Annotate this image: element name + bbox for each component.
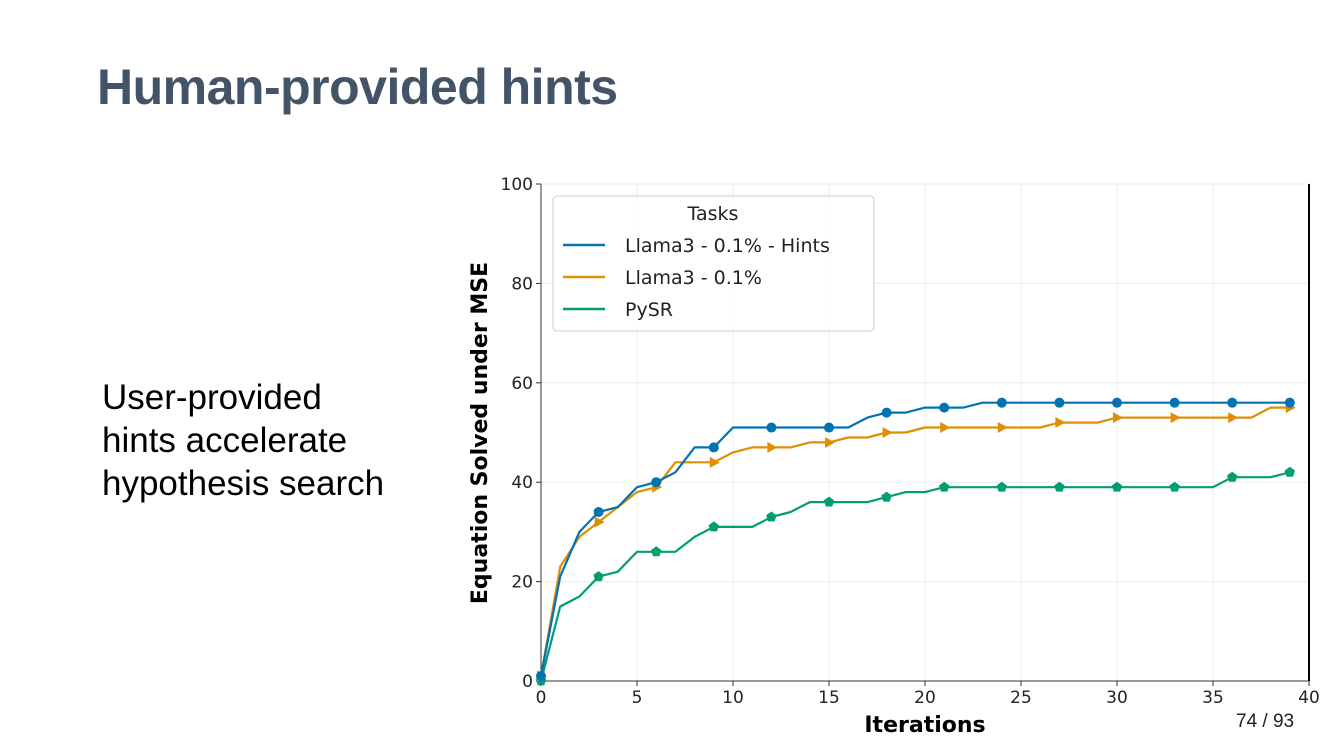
data-point-marker	[997, 422, 1008, 434]
data-point-marker	[882, 427, 893, 438]
data-point-marker	[593, 571, 604, 582]
x-tick-label: 0	[536, 688, 547, 708]
data-point-marker	[766, 422, 777, 433]
data-point-marker	[824, 422, 834, 433]
data-point-marker	[651, 546, 662, 557]
data-point-marker	[593, 507, 604, 518]
data-point-marker	[1169, 397, 1180, 408]
data-point-marker	[536, 671, 546, 682]
page-number: 74 / 93	[1236, 711, 1295, 732]
data-point-marker	[1113, 412, 1123, 424]
data-point-marker	[939, 481, 950, 492]
y-tick-label: 20	[511, 573, 533, 593]
y-tick-label: 80	[511, 274, 533, 294]
x-tick-label: 25	[1010, 688, 1032, 708]
x-tick-label: 15	[818, 688, 840, 708]
data-point-marker	[1284, 397, 1295, 408]
data-point-marker	[1284, 466, 1295, 477]
data-point-marker	[1227, 397, 1238, 408]
x-axis-label: Iterations	[864, 713, 985, 738]
data-point-marker	[767, 441, 778, 453]
axes: 0 20 40 60 80 100 0 5 10 15 20 25 30 35 40	[501, 175, 1320, 708]
data-point-marker	[1054, 397, 1065, 408]
data-point-marker	[825, 436, 835, 448]
data-point-marker	[708, 442, 719, 453]
body-line: hypothesis search	[102, 464, 385, 503]
data-point-marker	[1055, 417, 1066, 429]
data-point-marker	[1228, 412, 1239, 424]
data-point-marker	[881, 407, 892, 418]
data-point-marker	[1111, 481, 1123, 492]
data-point-marker	[1170, 412, 1181, 424]
legend: Tasks Llama3 - 0.1% - Hints Llama3 - 0.1% P…	[552, 195, 875, 332]
series-layer	[535, 397, 1296, 686]
data-point-marker	[1169, 481, 1180, 492]
series-llama3-0-1-hints	[536, 397, 1295, 682]
data-point-marker	[651, 477, 662, 488]
y-tick-label: 40	[511, 473, 533, 493]
data-point-marker	[708, 521, 719, 532]
data-point-marker	[823, 496, 835, 507]
x-tick-label: 20	[914, 688, 936, 708]
series-pysr	[535, 466, 1295, 686]
x-tick-label: 35	[1202, 688, 1224, 708]
data-point-marker	[1054, 481, 1065, 492]
data-point-marker	[881, 491, 892, 502]
x-tick-label: 10	[722, 688, 744, 708]
data-point-marker	[709, 456, 720, 468]
y-tick-label: 100	[501, 175, 533, 195]
series-line	[539, 406, 1290, 677]
data-point-marker	[939, 402, 950, 413]
data-point-marker	[766, 511, 777, 522]
x-tick-label: 5	[632, 688, 643, 708]
legend-entry-label: Llama3 - 0.1%	[625, 267, 762, 289]
legend-entry-label: PySR	[625, 299, 673, 321]
y-axis-label: Equation Solved under MSE	[468, 262, 493, 604]
series-line	[539, 401, 1290, 677]
x-tick-label: 40	[1298, 688, 1320, 708]
body-line: hints accelerate	[102, 421, 348, 460]
slide-title: Human-provided hints	[97, 59, 618, 115]
data-point-marker	[996, 397, 1007, 408]
data-point-marker	[1227, 471, 1238, 482]
series-llama3-0-1-	[537, 402, 1296, 682]
slide-body-text: User-provided hints accelerate hypothesi…	[102, 376, 432, 505]
y-tick-label: 60	[511, 374, 533, 394]
legend-entry-label: Llama3 - 0.1% - Hints	[625, 235, 830, 257]
data-point-marker	[1112, 397, 1122, 408]
data-point-marker	[940, 422, 951, 434]
legend-title: Tasks	[687, 203, 739, 225]
body-line: User-provided	[102, 378, 322, 417]
data-point-marker	[996, 481, 1007, 492]
series-line	[539, 471, 1291, 682]
data-point-marker	[594, 516, 605, 528]
x-tick-label: 30	[1106, 688, 1128, 708]
legend-box	[552, 195, 875, 332]
y-tick-label: 0	[522, 672, 533, 692]
